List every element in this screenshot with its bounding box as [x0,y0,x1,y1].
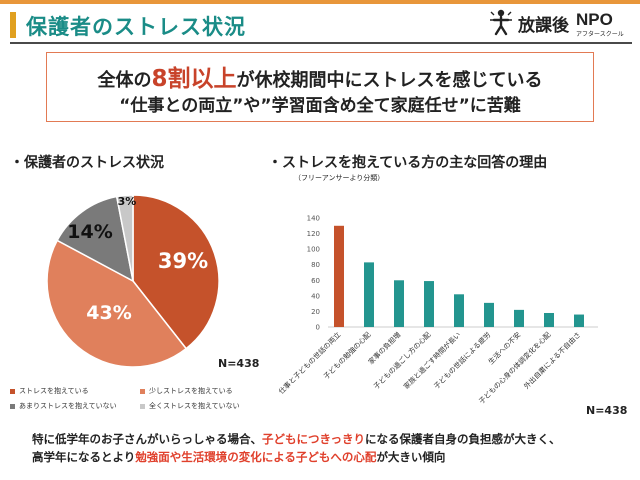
logo: 放課後 NPO アフタースクール [488,8,638,40]
bar [544,312,554,327]
headline-line-2: “仕事との両立”や”学習面含め全て家庭任せ”に苦難 [119,96,521,116]
bar [484,302,494,327]
legend-label: 少しストレスを抱えている [149,387,233,395]
footer-summary: 特に低学年のお子さんがいらっしゃる場合、子どもにつきっきりになる保護者自身の負担… [32,430,632,466]
bar-category-label: 外出自粛による不自由さ [522,330,583,391]
pie-slice-label: 3% [118,195,137,208]
footer-text: が大きい傾向 [376,450,446,464]
legend-item: 少しストレスを抱えている [140,386,233,396]
bar-y-tick: 140 [307,215,320,223]
pie-slice [46,239,188,368]
pie-slice [115,194,134,282]
bar-y-tick: 40 [311,292,320,300]
top-accent-bar [0,0,640,4]
legend-item: 全くストレスを抱えていない [140,401,240,411]
footer-line-1: 特に低学年のお子さんがいらっしゃる場合、子どもにつきっきりになる保護者自身の負担… [32,430,632,448]
page-title: 保護者のストレス状況 [26,15,246,39]
headline-suffix: が休校期間中にストレスを感じている [236,70,543,91]
bar [394,280,404,327]
logo-text: 放課後 [518,16,569,36]
title-accent-mark [10,12,16,38]
pie-n-label: N=438 [218,357,260,370]
bar [424,281,434,327]
pie-slice [132,194,220,350]
footer-highlight: 勉強面や生活環境の変化による子どもへの心配 [135,450,377,464]
logo-subtitle: アフタースクール [576,31,624,38]
bar-category-label: 子どもの世話による疲労 [432,330,493,391]
legend-swatch [140,388,145,394]
footer-text: 特に低学年のお子さんがいらっしゃる場合、 [32,432,262,446]
bar-y-tick: 20 [311,308,320,316]
headline-box: 全体の8割以上が休校期間中にストレスを感じている “仕事との両立”や”学習面含め… [46,52,594,122]
bar [454,294,464,327]
legend-swatch [10,403,15,409]
legend-swatch [140,403,145,409]
legend-label: あまりストレスを抱えていない [19,402,117,410]
pie-slice-label: 43% [86,302,131,324]
legend-item: あまりストレスを抱えていない [10,401,117,411]
bar-y-tick: 0 [316,324,320,332]
logo-npo: NPO [576,10,613,29]
bar-section-title: ・ストレスを抱えている方の主な回答の理由 [268,155,548,171]
bar-y-tick: 60 [311,277,320,285]
bar-category-label: 子どもの過ごし方の心配 [372,330,433,391]
headline-prefix: 全体の [97,70,152,91]
bar [334,225,344,327]
pie-slice-label: 14% [67,221,112,243]
legend-label: ストレスを抱えている [19,387,89,395]
footer-line-2: 高学年になるとより勉強面や生活環境の変化による子どもへの心配が大きい傾向 [32,448,632,466]
bar [364,262,374,327]
bar-section-subtitle: （フリーアンサーより分類） [294,174,385,182]
bar-y-tick: 80 [311,261,320,269]
bar-n-label: N=438 [586,404,628,417]
header-divider [10,42,632,44]
footer-text: 高学年になるとより [32,450,136,464]
footer-text: になる保護者自身の負担感が大きく、 [365,432,561,446]
bar-y-tick: 100 [307,246,320,254]
bar-category-label: 家族と過ごす時間が長い [402,330,463,391]
headline-line-1: 全体の8割以上が休校期間中にストレスを感じている [47,59,593,93]
bar [514,309,524,327]
bar-y-tick: 120 [307,230,320,238]
pie-slice [56,195,135,283]
legend-item: ストレスを抱えている [10,386,89,396]
bar-category-label: 仕事と子どもの世話の両立 [277,330,343,396]
headline-highlight: 8割以上 [151,66,237,92]
bar [574,314,584,327]
pie-section-title: ・保護者のストレス状況 [10,155,164,171]
pie-slice-label: 39% [158,249,208,273]
legend-swatch [10,388,15,394]
footer-highlight: 子どもにつきっきり [262,432,366,446]
legend-label: 全くストレスを抱えていない [149,402,240,410]
logo-person-icon [490,9,512,36]
